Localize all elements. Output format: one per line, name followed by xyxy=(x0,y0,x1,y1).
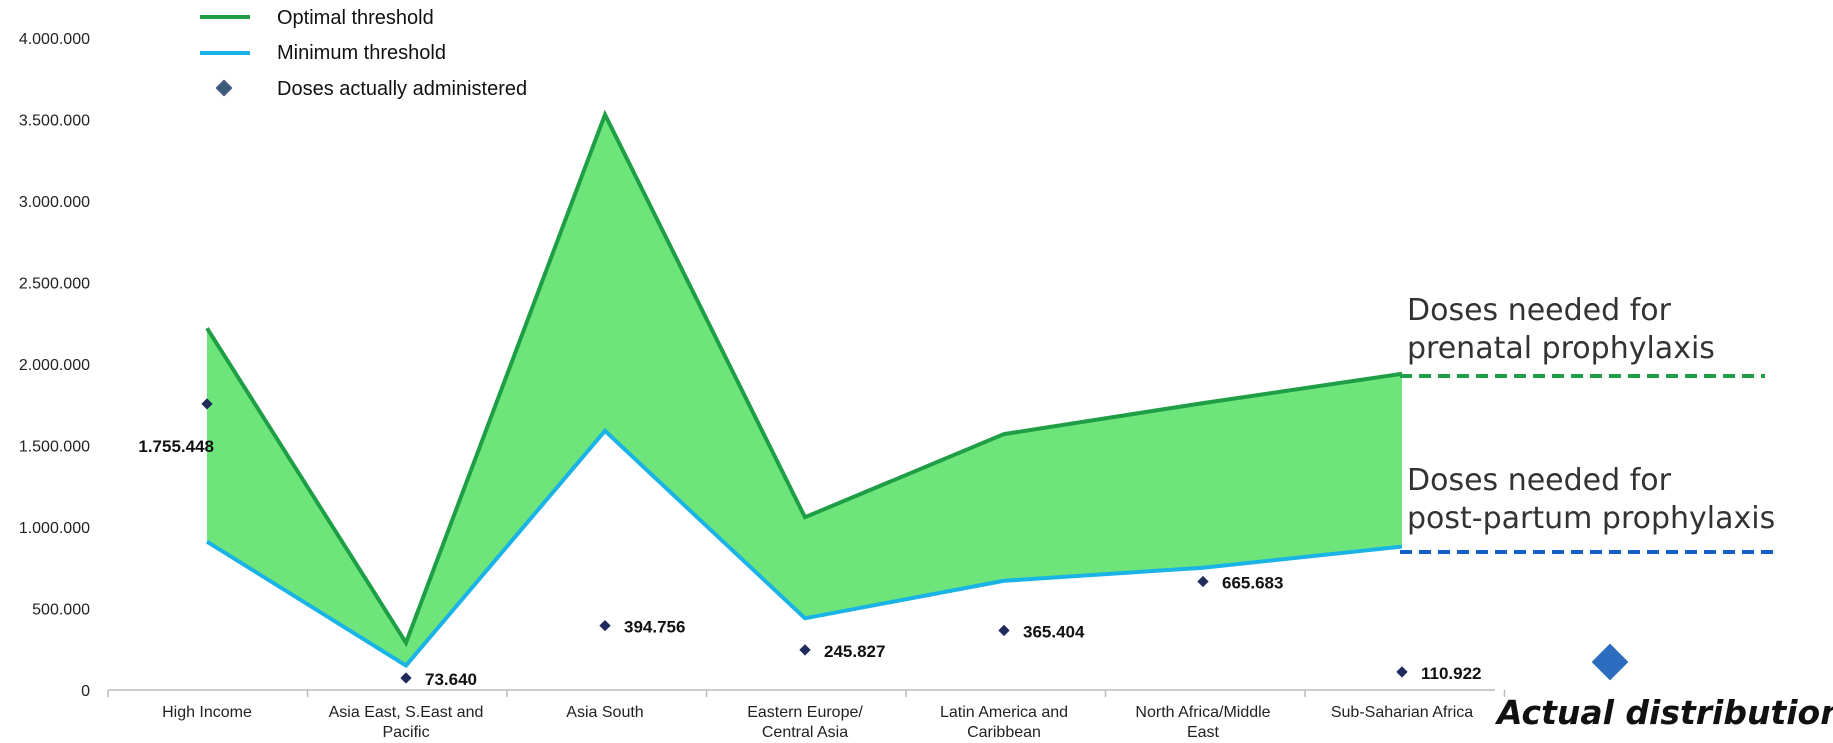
administered-point xyxy=(1396,666,1408,678)
prenatal-annotation-line-2: prenatal prophylaxis xyxy=(1407,331,1715,366)
administered-data-label: 1.755.448 xyxy=(138,437,214,456)
administered-data-label: 110.922 xyxy=(1421,664,1482,683)
x-axis-labels: High Income Asia East, S.East and Pacific A… xyxy=(162,704,1473,741)
y-tick-label: 3.000.000 xyxy=(19,194,90,211)
y-tick-label: 2.000.000 xyxy=(19,357,90,374)
postpartum-annotation-line-2: post-partum prophylaxis xyxy=(1407,501,1775,536)
x-category-label: Latin America and xyxy=(940,704,1068,721)
x-category-label: Sub-Saharian Africa xyxy=(1331,704,1473,721)
administered-point xyxy=(599,619,611,632)
minimum-threshold-line xyxy=(205,427,1403,669)
x-category-label: Eastern Europe/ xyxy=(747,704,863,721)
actual-distribution-diamond-icon xyxy=(1591,643,1629,681)
y-tick-label: 0 xyxy=(81,683,90,700)
x-axis-ticks xyxy=(107,690,1506,697)
administered-point xyxy=(799,644,811,656)
y-tick-label: 1.000.000 xyxy=(19,520,90,537)
administered-data-label: 245.827 xyxy=(824,642,885,661)
optimal-threshold-line xyxy=(205,109,1403,648)
legend-administered-marker xyxy=(215,79,233,97)
legend-minimum-label: Minimum threshold xyxy=(277,42,446,64)
y-tick-label: 1.500.000 xyxy=(19,439,90,456)
legend: Optimal threshold Minimum threshold Dose… xyxy=(200,7,527,100)
y-axis: 0 500.000 1.000.000 1.500.000 2.000.000 2.500… xyxy=(19,31,90,700)
administered-data-label: 365.404 xyxy=(1023,622,1085,641)
x-category-label: North Africa/Middle xyxy=(1135,704,1270,721)
x-category-label: Asia East, S.East and xyxy=(329,704,484,721)
administered-point xyxy=(400,672,412,684)
legend-administered-label: Doses actually administered xyxy=(277,78,527,100)
x-category-label: High Income xyxy=(162,704,252,721)
administered-point xyxy=(201,398,213,410)
administered-points: 1.755.448 73.640 394.756 245.827 365.404 665.… xyxy=(138,398,1482,689)
actual-distribution-label: Actual distribution xyxy=(1494,693,1833,732)
y-tick-label: 3.500.000 xyxy=(19,113,90,130)
y-tick-label: 500.000 xyxy=(32,602,90,619)
administered-data-label: 394.756 xyxy=(624,618,685,637)
prenatal-annotation-line-1: Doses needed for xyxy=(1407,293,1672,328)
threshold-band-area xyxy=(207,114,1402,666)
x-category-label: Caribbean xyxy=(967,724,1041,741)
y-tick-label: 4.000.000 xyxy=(19,31,90,48)
administered-data-label: 665.683 xyxy=(1222,573,1283,592)
administered-data-label: 73.640 xyxy=(425,670,477,689)
administered-point xyxy=(1197,575,1209,588)
x-category-label: Asia South xyxy=(566,704,643,721)
postpartum-annotation-line-1: Doses needed for xyxy=(1407,463,1672,498)
x-category-label: East xyxy=(1187,724,1220,741)
y-tick-label: 2.500.000 xyxy=(19,276,90,293)
administered-point xyxy=(998,624,1010,637)
legend-optimal-label: Optimal threshold xyxy=(277,7,434,29)
x-category-label: Central Asia xyxy=(762,724,848,741)
x-category-label: Pacific xyxy=(382,724,429,741)
